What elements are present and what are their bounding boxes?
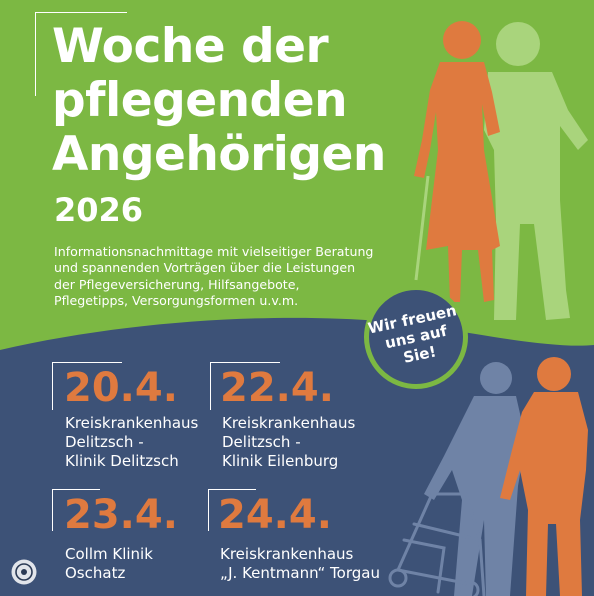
event-venue: Kreiskrankenhaus Delitzsch - Klinik Eile…	[222, 414, 355, 471]
event-venue: Kreiskrankenhaus Delitzsch - Klinik Deli…	[65, 414, 198, 471]
event-frame-top-line	[52, 362, 122, 363]
event-frame-left-line	[210, 362, 211, 410]
event-frame-left-line	[208, 489, 209, 531]
elder-with-walker-silhouette	[388, 357, 588, 596]
event-card: 22.4. Kreiskrankenhaus Delitzsch - Klini…	[210, 362, 370, 477]
year: 2026	[54, 191, 144, 229]
venue-line: Delitzsch -	[65, 433, 144, 451]
event-frame-top-line	[208, 489, 256, 490]
caregiver-with-cane-silhouette	[414, 21, 500, 302]
title-line-1: Woche der	[52, 19, 329, 74]
venue-line: „J. Kentmann“ Torgau	[220, 564, 380, 582]
venue-line: Oschatz	[65, 564, 126, 582]
event-date: 20.4.	[64, 365, 178, 411]
page-title: Woche der pflegenden Angehörigen	[52, 20, 386, 182]
event-card: 20.4. Kreiskrankenhaus Delitzsch - Klini…	[52, 362, 202, 477]
event-card: 23.4. Collm Klinik Oschatz	[52, 489, 202, 589]
event-venue: Collm Klinik Oschatz	[65, 545, 153, 583]
subtitle-line-4: Pflegetipps, Versorgungsformen u.v.m.	[54, 293, 299, 309]
subtitle-line-3: der Pflegeversicherung, Hilfsangebote,	[54, 276, 300, 292]
title-line-3: Angehörigen	[52, 127, 386, 182]
venue-line: Kreiskrankenhaus	[222, 414, 356, 432]
venue-line: Collm Klinik	[65, 545, 153, 563]
title-line-2: pflegenden	[52, 73, 348, 128]
subtitle-line-1: Informationsnachmittage mit vielseitiger…	[54, 244, 374, 259]
venue-line: Klinik Delitzsch	[65, 452, 179, 470]
event-frame-top-line	[52, 489, 100, 490]
title-frame-top-line	[35, 12, 127, 13]
navy-wave-background	[0, 317, 594, 596]
venue-line: Kreiskrankenhaus	[220, 545, 354, 563]
event-frame-left-line	[52, 362, 53, 410]
event-frame-left-line	[52, 489, 53, 531]
venue-line: Kreiskrankenhaus	[65, 414, 199, 432]
event-card: 24.4. Kreiskrankenhaus „J. Kentmann“ Tor…	[208, 489, 408, 589]
event-date: 22.4.	[220, 365, 334, 411]
instagram-profile-icon[interactable]	[11, 559, 37, 585]
caregiver-silhouette	[424, 362, 526, 596]
event-date: 23.4.	[64, 492, 178, 538]
subtitle-line-2: und spannenden Vorträgen über die Leistu…	[54, 260, 356, 276]
event-date: 24.4.	[218, 492, 332, 538]
subtitle: Informationsnachmittage mit vielseitiger…	[54, 244, 394, 310]
venue-line: Delitzsch -	[222, 433, 301, 451]
person-silhouette	[484, 22, 588, 320]
event-frame-top-line	[210, 362, 280, 363]
title-frame-left-line	[35, 12, 36, 96]
venue-line: Klinik Eilenburg	[222, 452, 339, 470]
event-venue: Kreiskrankenhaus „J. Kentmann“ Torgau	[220, 545, 380, 583]
